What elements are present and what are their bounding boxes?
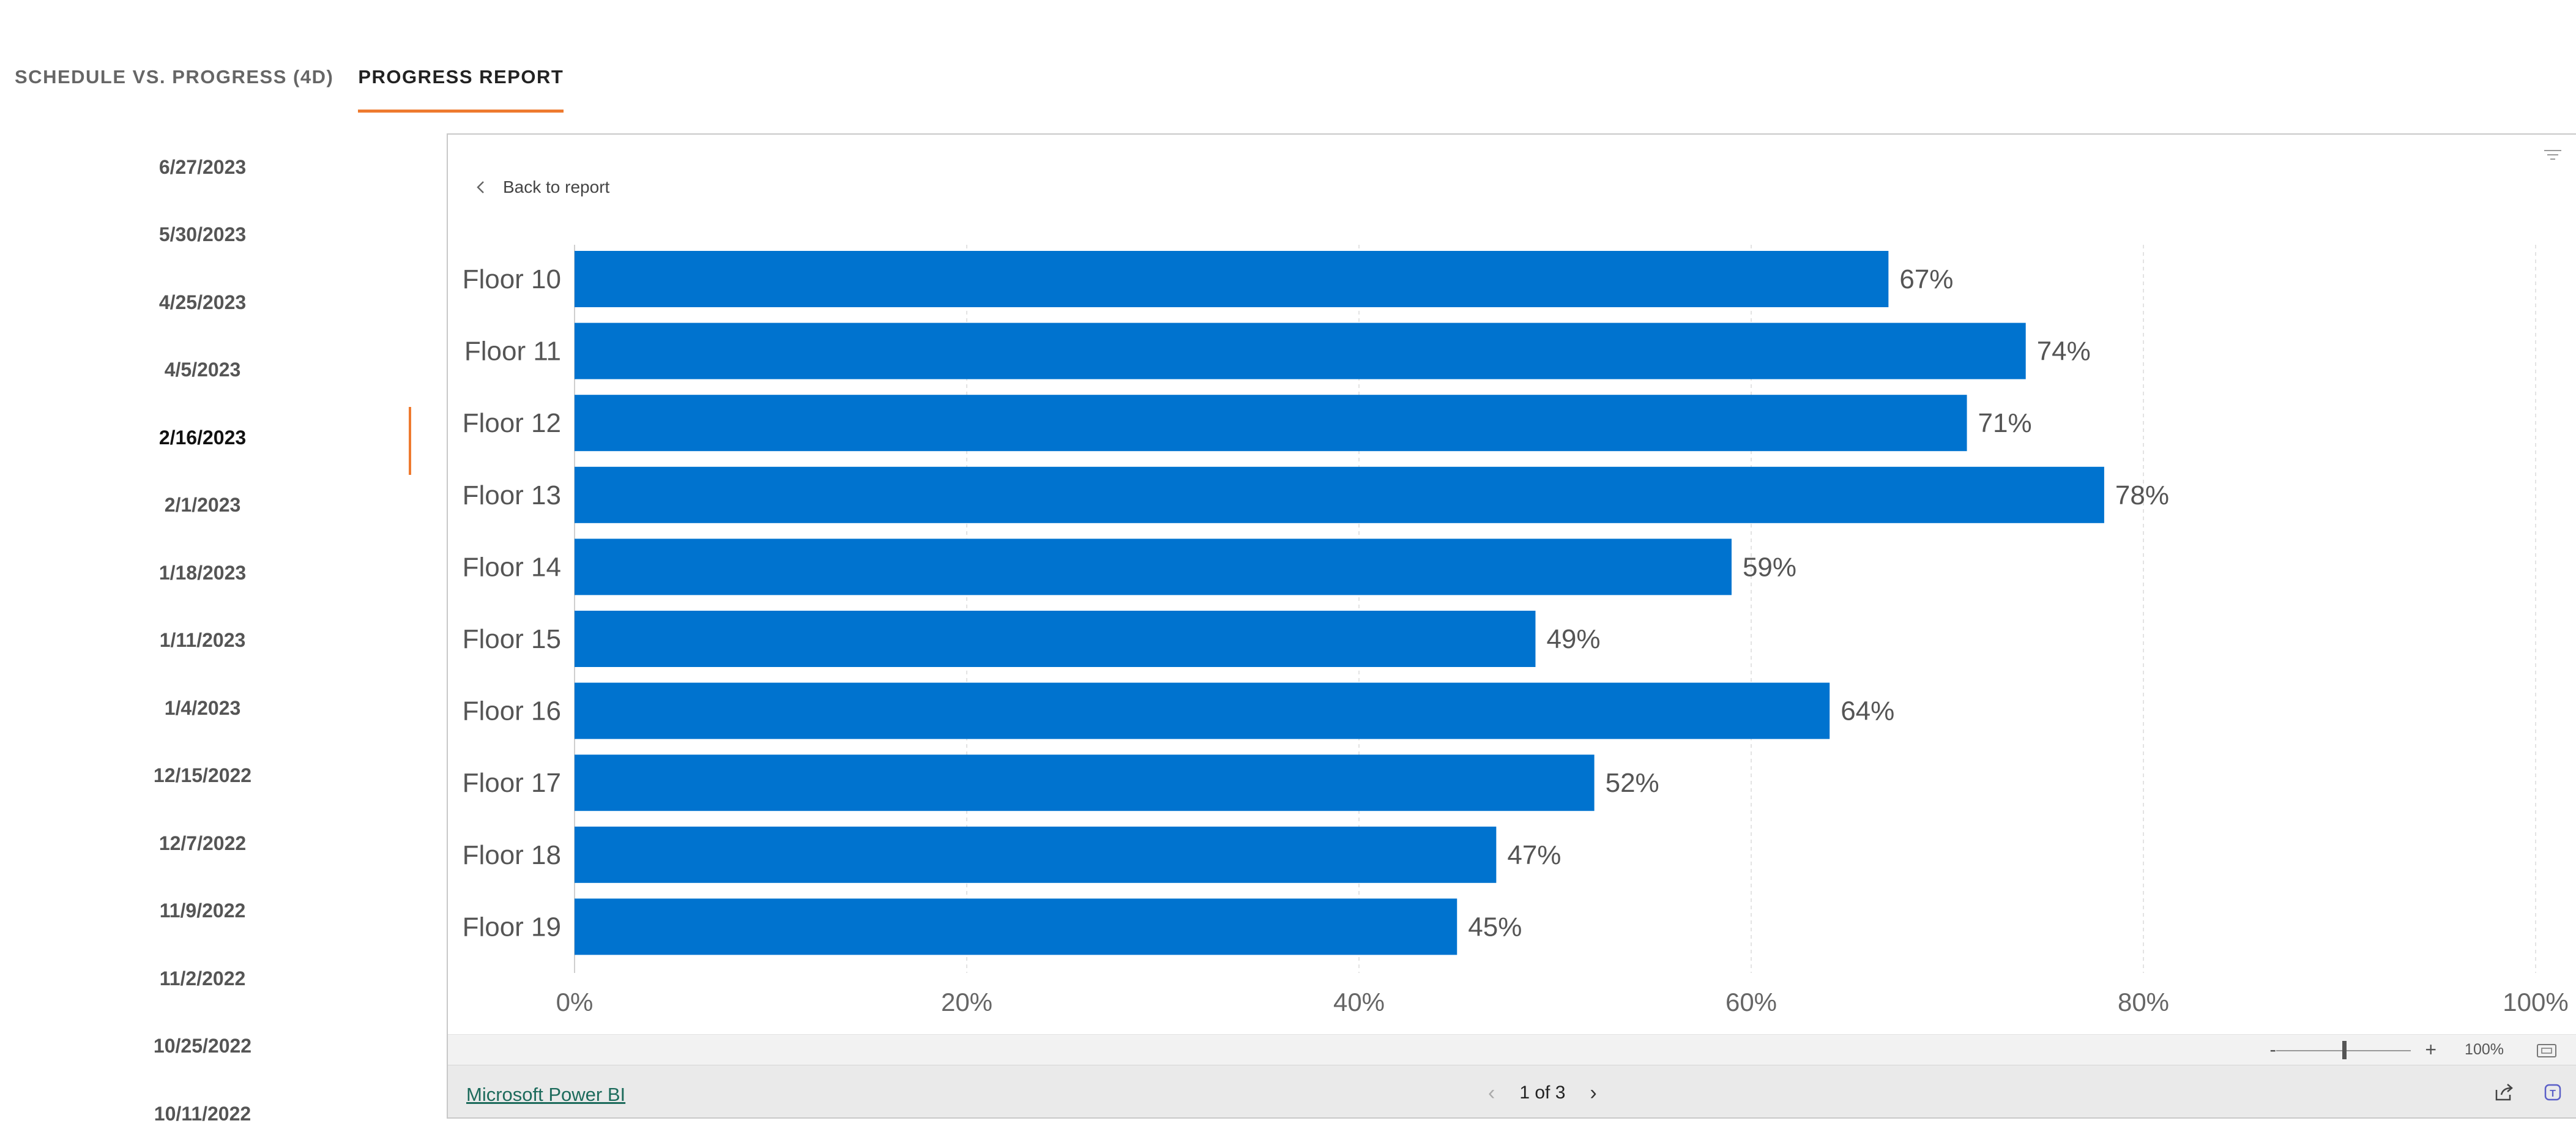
data-label: 64% bbox=[1841, 696, 1894, 726]
data-label: 74% bbox=[2037, 337, 2091, 367]
report-footer: Microsoft Power BI ‹ 1 of 3 › T bbox=[448, 1065, 2576, 1117]
date-list-item[interactable]: 10/25/2022 bbox=[153, 1035, 252, 1057]
date-list: 6/27/2023 5/30/2023 4/25/2023 4/5/2023 2/16/… bbox=[0, 133, 416, 1148]
date-list-item[interactable]: 6/27/2023 bbox=[158, 155, 247, 178]
data-label: 45% bbox=[1468, 912, 1522, 942]
date-list-item[interactable]: 2/16/2023 bbox=[0, 404, 411, 474]
report-frame: Back to report 0% 20% 40% 60% 80% 100% Floor 1… bbox=[447, 133, 2576, 1119]
category-label: Floor 15 bbox=[463, 624, 561, 654]
chevron-left-icon bbox=[477, 181, 484, 193]
category-label: Floor 11 bbox=[464, 337, 561, 367]
data-label: 71% bbox=[1978, 408, 2032, 438]
bar bbox=[575, 251, 1889, 307]
category-label: Floor 10 bbox=[463, 264, 561, 294]
bar bbox=[575, 755, 1595, 811]
zoom-bar: - + 100% bbox=[448, 1034, 2576, 1065]
category-label: Floor 16 bbox=[463, 696, 561, 726]
category-label: Floor 13 bbox=[463, 480, 561, 510]
data-label: 47% bbox=[1507, 840, 1561, 870]
date-list-item[interactable]: 4/5/2023 bbox=[164, 359, 241, 381]
x-tick-label: 0% bbox=[556, 988, 594, 1016]
date-list-item[interactable]: 4/25/2023 bbox=[158, 291, 247, 313]
date-list-item[interactable]: 1/18/2023 bbox=[158, 561, 247, 584]
bar bbox=[575, 322, 2026, 379]
date-list-item[interactable]: 12/7/2022 bbox=[158, 832, 247, 854]
back-to-report-link[interactable]: Back to report bbox=[474, 177, 609, 197]
date-list-item[interactable]: 11/9/2022 bbox=[159, 900, 246, 922]
zoom-out-button[interactable]: - bbox=[2269, 1038, 2276, 1060]
bar bbox=[575, 539, 1732, 595]
zoom-in-button[interactable]: + bbox=[2425, 1038, 2436, 1060]
category-label: Floor 14 bbox=[463, 552, 561, 582]
category-label: Floor 18 bbox=[463, 840, 561, 870]
bar bbox=[575, 395, 1967, 452]
date-list-item[interactable]: 1/11/2023 bbox=[159, 629, 246, 652]
x-tick-label: 40% bbox=[1333, 988, 1385, 1016]
filter-icon[interactable] bbox=[2541, 143, 2565, 168]
page-indicator: 1 of 3 bbox=[1519, 1083, 1566, 1103]
x-tick-label: 20% bbox=[941, 988, 992, 1016]
bar bbox=[575, 682, 1830, 739]
data-label: 67% bbox=[1899, 264, 1953, 294]
teams-icon[interactable]: T bbox=[2542, 1081, 2564, 1103]
date-list-item[interactable]: 11/2/2022 bbox=[159, 967, 246, 990]
share-icon[interactable] bbox=[2493, 1081, 2515, 1103]
x-tick-label: 60% bbox=[1725, 988, 1777, 1016]
date-list-item[interactable]: 2/1/2023 bbox=[164, 494, 241, 516]
data-label: 52% bbox=[1606, 768, 1659, 798]
category-label: Floor 12 bbox=[463, 408, 561, 438]
tab-progress-report[interactable]: PROGRESS REPORT bbox=[358, 55, 564, 113]
x-tick-label: 80% bbox=[2118, 988, 2169, 1016]
x-tick-label: 100% bbox=[2503, 988, 2568, 1016]
svg-text:T: T bbox=[2550, 1089, 2556, 1099]
page-navigator: ‹ 1 of 3 › bbox=[1488, 1083, 1597, 1103]
tab-bar: SCHEDULE VS. PROGRESS (4D) PROGRESS REPOR… bbox=[15, 55, 564, 113]
zoom-slider-thumb[interactable] bbox=[2342, 1041, 2347, 1059]
date-list-item[interactable]: 12/15/2022 bbox=[153, 764, 252, 787]
data-label: 59% bbox=[1743, 552, 1796, 582]
previous-page-icon[interactable]: ‹ bbox=[1488, 1081, 1495, 1105]
date-list-item[interactable]: 10/11/2022 bbox=[154, 1102, 251, 1125]
bar bbox=[575, 826, 1497, 883]
power-bi-link[interactable]: Microsoft Power BI bbox=[466, 1084, 626, 1105]
category-label: Floor 19 bbox=[463, 912, 561, 942]
zoom-level: 100% bbox=[2465, 1041, 2504, 1058]
date-list-item[interactable]: 1/4/2023 bbox=[164, 696, 241, 719]
tab-schedule-vs-progress[interactable]: SCHEDULE VS. PROGRESS (4D) bbox=[15, 66, 334, 88]
data-label: 78% bbox=[2115, 480, 2169, 510]
progress-bar-chart: 0% 20% 40% 60% 80% 100% Floor 10 67% Floor 11 74%… bbox=[463, 245, 2569, 1016]
next-page-icon[interactable]: › bbox=[1590, 1081, 1597, 1105]
data-label: 49% bbox=[1546, 624, 1600, 654]
category-label: Floor 17 bbox=[463, 768, 561, 798]
date-list-item[interactable]: 5/30/2023 bbox=[158, 223, 247, 246]
bar bbox=[575, 898, 1457, 955]
bar bbox=[575, 466, 2104, 523]
fit-to-page-icon[interactable] bbox=[2536, 1042, 2558, 1059]
bar bbox=[575, 611, 1536, 667]
back-to-report-label: Back to report bbox=[503, 177, 610, 196]
